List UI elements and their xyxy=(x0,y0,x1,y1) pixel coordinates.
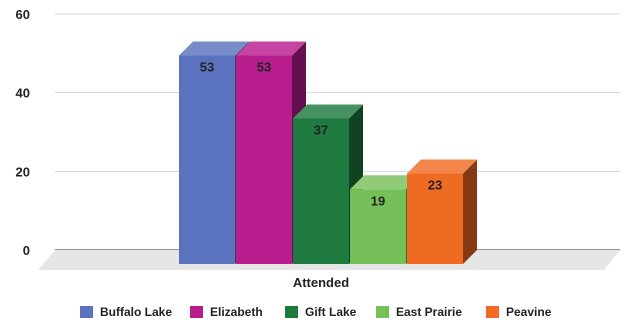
y-tick-label: 20 xyxy=(16,164,30,179)
legend-item: Gift Lake xyxy=(285,305,357,319)
bar-front xyxy=(350,189,406,264)
bar-front xyxy=(293,118,349,264)
bar-top xyxy=(236,41,306,56)
y-tick-label: 60 xyxy=(16,7,30,22)
legend-label: Peavine xyxy=(506,305,552,319)
legend-swatch xyxy=(486,306,499,318)
bars xyxy=(179,41,477,265)
legend-item: Peavine xyxy=(486,305,552,319)
bar-top xyxy=(179,41,249,56)
legend: Buffalo Lake Elizabeth Gift Lake East Prair… xyxy=(80,305,552,319)
bar-side xyxy=(463,159,477,264)
y-tick-label: 40 xyxy=(16,86,30,101)
legend-label: Gift Lake xyxy=(305,305,357,319)
bar-front xyxy=(179,55,235,265)
bar-top xyxy=(407,159,477,174)
bar-top xyxy=(293,104,363,119)
data-label: 23 xyxy=(428,178,442,193)
data-label: 37 xyxy=(314,122,328,137)
bar-peavine xyxy=(407,159,477,264)
bar-gift-lake xyxy=(293,104,363,264)
legend-item: East Prairie xyxy=(376,305,462,319)
legend-swatch xyxy=(376,306,389,318)
legend-item: Buffalo Lake xyxy=(80,305,172,319)
legend-item: Elizabeth xyxy=(190,305,263,319)
legend-swatch xyxy=(190,306,203,318)
legend-swatch xyxy=(80,306,93,318)
data-labels: 53 53 37 19 23 xyxy=(200,60,442,209)
data-label: 19 xyxy=(371,193,385,208)
legend-label: Elizabeth xyxy=(210,305,263,319)
bar-front xyxy=(407,173,463,264)
bar-top xyxy=(350,175,420,190)
axes: 0 20 40 60 Attended xyxy=(16,7,350,290)
legend-label: East Prairie xyxy=(396,305,462,319)
legend-label: Buffalo Lake xyxy=(100,305,172,319)
data-label: 53 xyxy=(257,60,271,75)
y-tick-label: 0 xyxy=(23,243,30,258)
data-label: 53 xyxy=(200,60,214,75)
legend-swatch xyxy=(285,306,298,318)
bar-front xyxy=(236,55,292,265)
x-category-label: Attended xyxy=(293,275,349,290)
